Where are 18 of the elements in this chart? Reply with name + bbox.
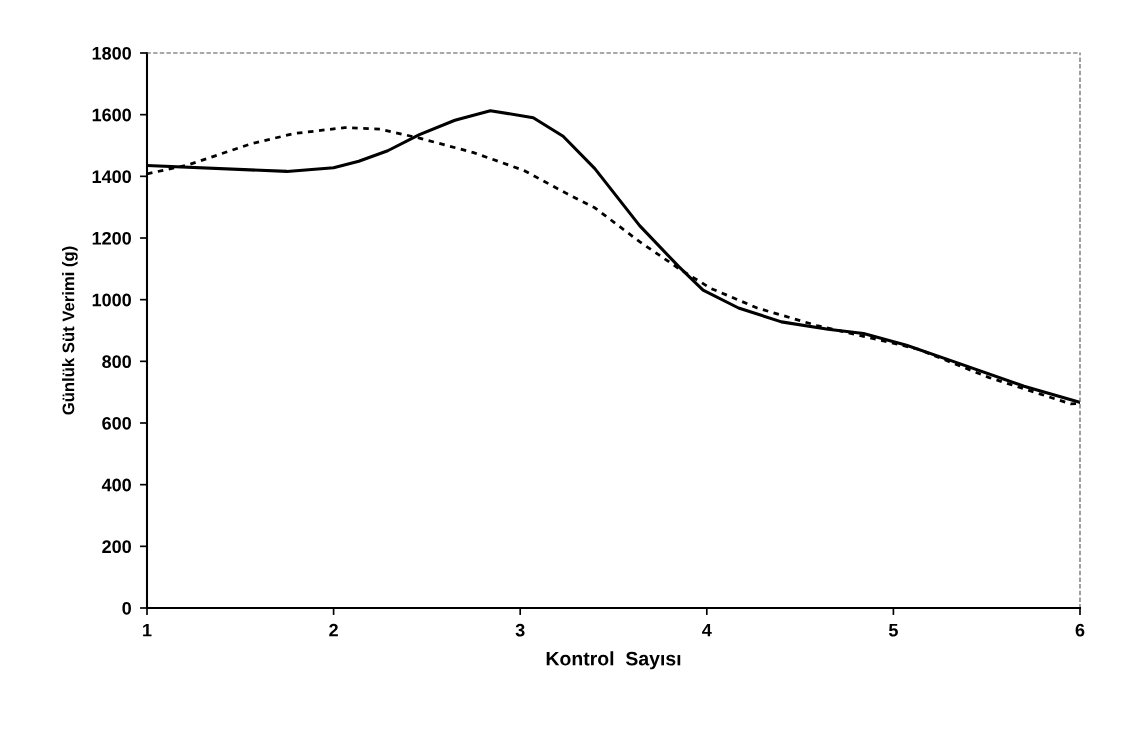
y-tick-label: 200 bbox=[102, 540, 131, 554]
y-tick-label: 1800 bbox=[92, 46, 131, 60]
y-tick-label: 600 bbox=[102, 416, 131, 430]
x-tick-label: 4 bbox=[702, 623, 712, 637]
x-tick-label: 1 bbox=[143, 623, 152, 637]
y-tick-label: 1200 bbox=[92, 231, 131, 245]
y-tick-label: 1600 bbox=[92, 108, 131, 122]
x-axis-title: Kontrol Sayısı bbox=[546, 651, 681, 670]
x-tick-label: 3 bbox=[515, 623, 525, 637]
x-tick-label: 5 bbox=[888, 623, 898, 637]
y-axis-title: Günlük Süt Verimi (g) bbox=[62, 246, 78, 415]
y-tick-label: 1400 bbox=[92, 170, 131, 184]
y-tick-label: 800 bbox=[102, 355, 131, 369]
x-tick-label: 6 bbox=[1075, 623, 1085, 637]
x-tick-label: 2 bbox=[329, 623, 338, 637]
y-tick-label: 400 bbox=[101, 478, 131, 492]
y-tick-label: 1000 bbox=[92, 293, 131, 307]
y-tick-label: 0 bbox=[122, 601, 131, 615]
